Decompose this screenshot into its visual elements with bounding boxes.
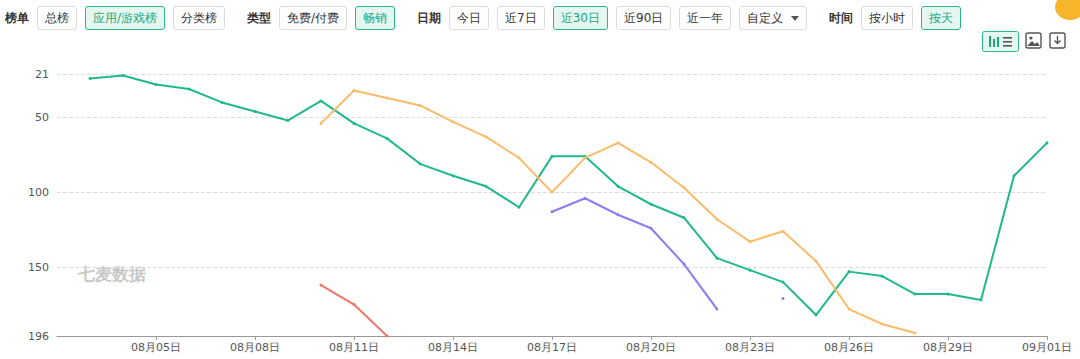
html-text:总榜: 总榜 bbox=[45, 11, 69, 25]
svg-text:08月23日: 08月23日 bbox=[725, 341, 775, 354]
html-text:畅销: 畅销 bbox=[363, 11, 388, 25]
html-text:按小时: 按小时 bbox=[869, 11, 906, 25]
html-text:今日: 今日 bbox=[457, 11, 482, 25]
html-text:近一年: 近一年 bbox=[687, 11, 724, 25]
html-text:近30日: 近30日 bbox=[560, 11, 600, 25]
html-text:近90日: 近90日 bbox=[624, 11, 664, 25]
svg-text:21: 21 bbox=[35, 68, 49, 81]
html-text:应用/游戏榜: 应用/游戏榜 bbox=[93, 11, 157, 25]
svg-text:08月11日: 08月11日 bbox=[329, 341, 379, 354]
html-text:近7日: 近7日 bbox=[505, 11, 537, 25]
html-text:自定义: 自定义 bbox=[747, 11, 784, 25]
svg-text:150: 150 bbox=[28, 261, 49, 274]
svg-text:08月05日: 08月05日 bbox=[131, 341, 181, 354]
svg-text:08月14日: 08月14日 bbox=[428, 341, 478, 354]
svg-text:08月26日: 08月26日 bbox=[824, 341, 874, 354]
html-text:分类榜: 分类榜 bbox=[181, 11, 217, 25]
svg-text:09月01日: 09月01日 bbox=[1022, 341, 1072, 354]
html-text:类型: 类型 bbox=[247, 10, 271, 25]
html-text:免费/付费: 免费/付费 bbox=[287, 11, 340, 25]
html-text:榜单: 榜单 bbox=[5, 10, 29, 25]
svg-text:08月08日: 08月08日 bbox=[230, 341, 280, 354]
svg-text:08月17日: 08月17日 bbox=[527, 341, 577, 354]
svg-text:七麦数据: 七麦数据 bbox=[77, 264, 146, 284]
svg-text:08月29日: 08月29日 bbox=[923, 341, 973, 354]
html-text:日期: 日期 bbox=[417, 10, 442, 25]
html-text:时间: 时间 bbox=[829, 10, 854, 25]
svg-text:08月20日: 08月20日 bbox=[626, 341, 676, 354]
html-text:按天: 按天 bbox=[929, 11, 954, 25]
svg-text:50: 50 bbox=[35, 111, 49, 124]
svg-text:196: 196 bbox=[28, 330, 49, 343]
svg-text:100: 100 bbox=[28, 186, 49, 199]
